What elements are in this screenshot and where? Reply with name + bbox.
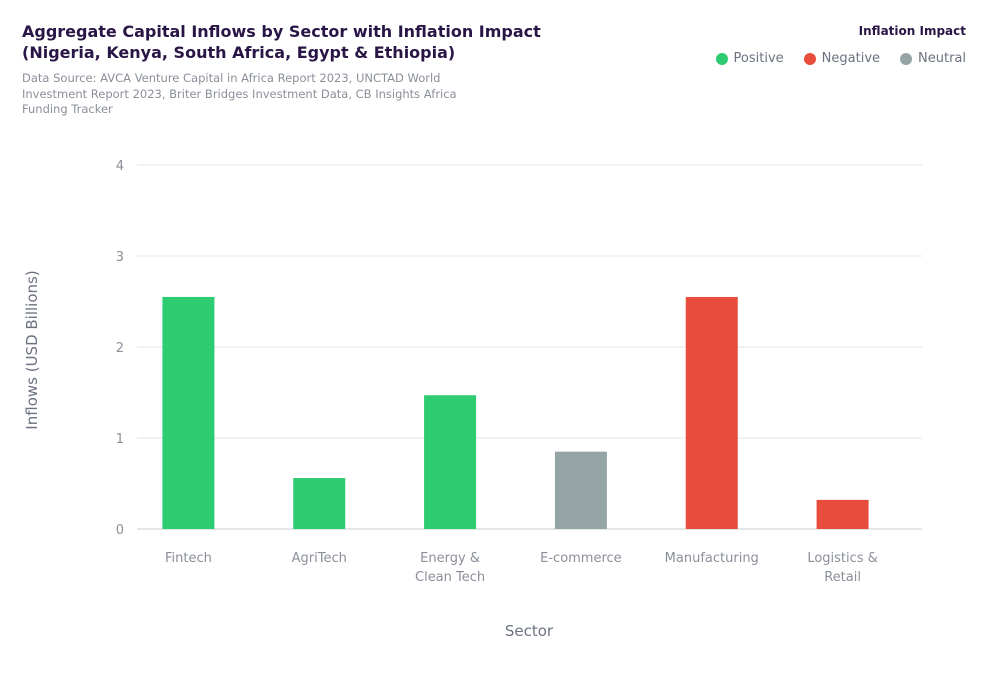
legend-title: Inflation Impact [858, 24, 966, 38]
bar[interactable] [685, 296, 738, 529]
y-tick-label: 2 [116, 341, 124, 356]
x-tick-label: Manufacturing [665, 551, 759, 566]
legend-item-neutral[interactable]: Neutral [900, 51, 966, 66]
legend-label-positive: Positive [733, 51, 784, 66]
legend: Inflation Impact Positive Negative Neutr… [715, 24, 966, 66]
legend-item-negative[interactable]: Negative [803, 51, 881, 66]
bars [162, 296, 869, 529]
x-tick-label: E-commerce [540, 551, 622, 566]
x-tick-label: Logistics & Retail [807, 551, 878, 585]
gridlines [137, 164, 922, 530]
chart-title-line1: Aggregate Capital Inflows by Sector with… [22, 22, 541, 41]
chart-title-line2: (Nigeria, Kenya, South Africa, Egypt & E… [22, 43, 456, 62]
legend-swatch-negative [803, 52, 816, 65]
legend-label-neutral: Neutral [918, 51, 966, 66]
bar[interactable] [554, 451, 607, 529]
legend-swatch-neutral [900, 52, 913, 65]
x-tick-label: Energy & Clean Tech [415, 551, 485, 585]
bar[interactable] [424, 395, 477, 529]
chart-subtitle: Data Source: AVCA Venture Capital in Afr… [22, 71, 457, 116]
x-tick-label: Fintech [165, 551, 212, 566]
chart-title: Aggregate Capital Inflows by Sector with… [22, 21, 582, 63]
y-tick-label: 1 [116, 432, 124, 447]
y-tick-label: 0 [116, 523, 124, 538]
legend-item-positive[interactable]: Positive [715, 51, 784, 66]
x-axis-title: Sector [505, 622, 554, 640]
bar[interactable] [293, 478, 346, 529]
bar[interactable] [816, 499, 869, 529]
legend-label-negative: Negative [821, 51, 881, 66]
x-tick-label: AgriTech [292, 551, 347, 566]
y-tick-label: 3 [116, 250, 124, 265]
bar[interactable] [162, 296, 215, 529]
legend-swatch-positive [715, 52, 728, 65]
x-tick-labels: Fintech AgriTech Energy & Clean Tech E-comme… [165, 551, 878, 585]
y-tick-labels: 0 1 2 3 4 [116, 159, 124, 538]
legend-items: Positive Negative Neutral [715, 51, 966, 66]
y-tick-label: 4 [116, 159, 124, 174]
y-axis-title: Inflows (USD Billions) [23, 270, 41, 429]
